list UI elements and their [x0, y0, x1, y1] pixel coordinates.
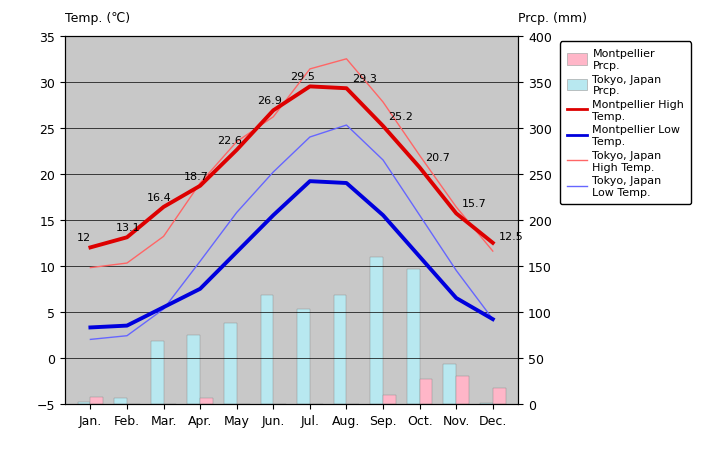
Bar — [78, 402, 91, 404]
Bar — [370, 257, 383, 404]
Bar — [200, 398, 213, 404]
Bar — [310, 404, 323, 430]
Text: 16.4: 16.4 — [147, 193, 171, 202]
Legend: Montpellier
Prcp., Tokyo, Japan
Prcp., Montpellier High
Temp., Montpellier Low
T: Montpellier Prcp., Tokyo, Japan Prcp., M… — [560, 42, 691, 204]
Text: 13.1: 13.1 — [116, 223, 140, 233]
Text: 29.3: 29.3 — [352, 74, 377, 84]
Bar — [480, 403, 492, 404]
Bar — [456, 376, 469, 404]
Text: 26.9: 26.9 — [256, 96, 282, 106]
Bar — [127, 404, 140, 409]
Text: Temp. (℃): Temp. (℃) — [65, 12, 130, 25]
Text: 29.5: 29.5 — [290, 73, 315, 82]
Bar — [114, 398, 127, 404]
Bar — [237, 404, 250, 408]
Bar — [91, 397, 103, 404]
Text: 25.2: 25.2 — [389, 112, 413, 122]
Bar — [261, 296, 274, 404]
Bar — [333, 296, 346, 404]
Bar — [163, 404, 176, 410]
Bar — [383, 395, 396, 404]
Bar — [150, 341, 163, 404]
Text: 20.7: 20.7 — [426, 153, 450, 163]
Text: 12.5: 12.5 — [498, 231, 523, 241]
Bar — [297, 309, 310, 404]
Bar — [224, 323, 237, 404]
Text: 18.7: 18.7 — [184, 172, 208, 181]
Bar — [492, 388, 505, 404]
Bar — [274, 404, 286, 424]
Bar — [444, 364, 456, 404]
Bar — [420, 379, 433, 404]
Text: 12: 12 — [76, 233, 91, 243]
Bar — [407, 269, 420, 404]
Text: 15.7: 15.7 — [462, 199, 487, 209]
Bar — [187, 335, 200, 404]
Text: Prcp. (mm): Prcp. (mm) — [518, 12, 588, 25]
Bar — [346, 404, 359, 420]
Text: 22.6: 22.6 — [217, 136, 242, 146]
